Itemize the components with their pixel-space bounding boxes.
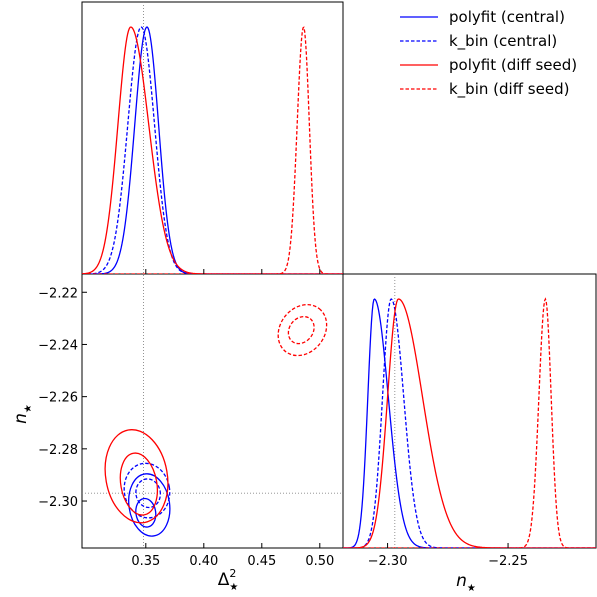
n-marginal-curves: [343, 297, 596, 548]
contour-k-bin-central-outer: [123, 462, 171, 519]
x-tick-label-n: −2.25: [488, 554, 528, 569]
x-tick-label-n: −2.30: [368, 554, 408, 569]
delta2-marginal-curve-polyfit-diff-seed: [82, 26, 343, 274]
legend-label-polyfit-diff-seed: polyfit (diff seed): [449, 56, 577, 74]
contour-k-bin-diff-seed-outer: [277, 303, 328, 357]
x-tick-label-delta2: 0.40: [189, 554, 218, 569]
contour-k-bin-diff-seed-inner: [287, 315, 315, 345]
reference-lines: [82, 2, 396, 548]
delta-symbol: Δ: [218, 570, 230, 590]
contour-polyfit-diff-seed-inner: [119, 452, 159, 516]
delta2-marginal-curve-polyfit-central: [82, 26, 343, 274]
delta2-marginal-frame: [81, 1, 344, 275]
n-marginal-curve-polyfit-diff-seed: [343, 298, 596, 548]
contour-polyfit-central-inner: [135, 497, 157, 528]
contour-polyfit-diff-seed-outer: [104, 429, 169, 524]
y-tick-label-n: −2.24: [38, 338, 78, 353]
n-symbol: n: [11, 413, 31, 424]
legend: polyfit (central) k_bin (central) polyfi…: [400, 8, 577, 99]
y-tick-label-n: −2.22: [38, 286, 78, 301]
n-marginal-curve-k-bin-central: [343, 298, 596, 548]
joint-contours: [104, 303, 328, 537]
joint-panel-frame: [81, 273, 344, 549]
x-tick-label-delta2: 0.35: [131, 554, 160, 569]
y-tick-label-n: −2.30: [38, 495, 78, 510]
delta2-marginal-curve-k-bin-central: [82, 26, 343, 274]
legend-label-kbin-central: k_bin (central): [449, 32, 557, 51]
x-axis-label-delta2: Δ2 ★: [218, 567, 239, 593]
delta2-marginal-curve-k-bin-diff-seed: [82, 26, 343, 274]
axis-ticks: 0.35 0.40 0.45 0.50 −2.22 −2.24 −2.26 −2.28 −2.3…: [38, 269, 528, 569]
n-symbol-bottom: n: [456, 571, 467, 591]
delta2-marginal-curves: [82, 26, 343, 274]
x-axis-label-n: n★: [456, 571, 476, 594]
y-tick-label-n: −2.28: [38, 443, 78, 458]
x-tick-label-delta2: 0.50: [305, 554, 334, 569]
legend-label-polyfit-central: polyfit (central): [449, 8, 565, 26]
contour-k-bin-central-inner: [135, 478, 162, 509]
x-tick-label-delta2: 0.45: [247, 554, 276, 569]
legend-label-kbin-diff-seed: k_bin (diff seed): [449, 80, 569, 99]
delta-superscript: 2: [229, 567, 236, 580]
y-axis-label-n: n★: [11, 404, 34, 424]
n-subscript: ★: [23, 404, 34, 413]
delta-subscript: ★: [229, 582, 238, 593]
n-marginal-curve-polyfit-central: [343, 298, 596, 548]
y-tick-label-n: −2.26: [38, 391, 78, 406]
n-subscript-bottom: ★: [467, 583, 476, 594]
n-marginal-curve-k-bin-diff-seed: [343, 297, 596, 548]
n-marginal-frame: [342, 273, 597, 549]
